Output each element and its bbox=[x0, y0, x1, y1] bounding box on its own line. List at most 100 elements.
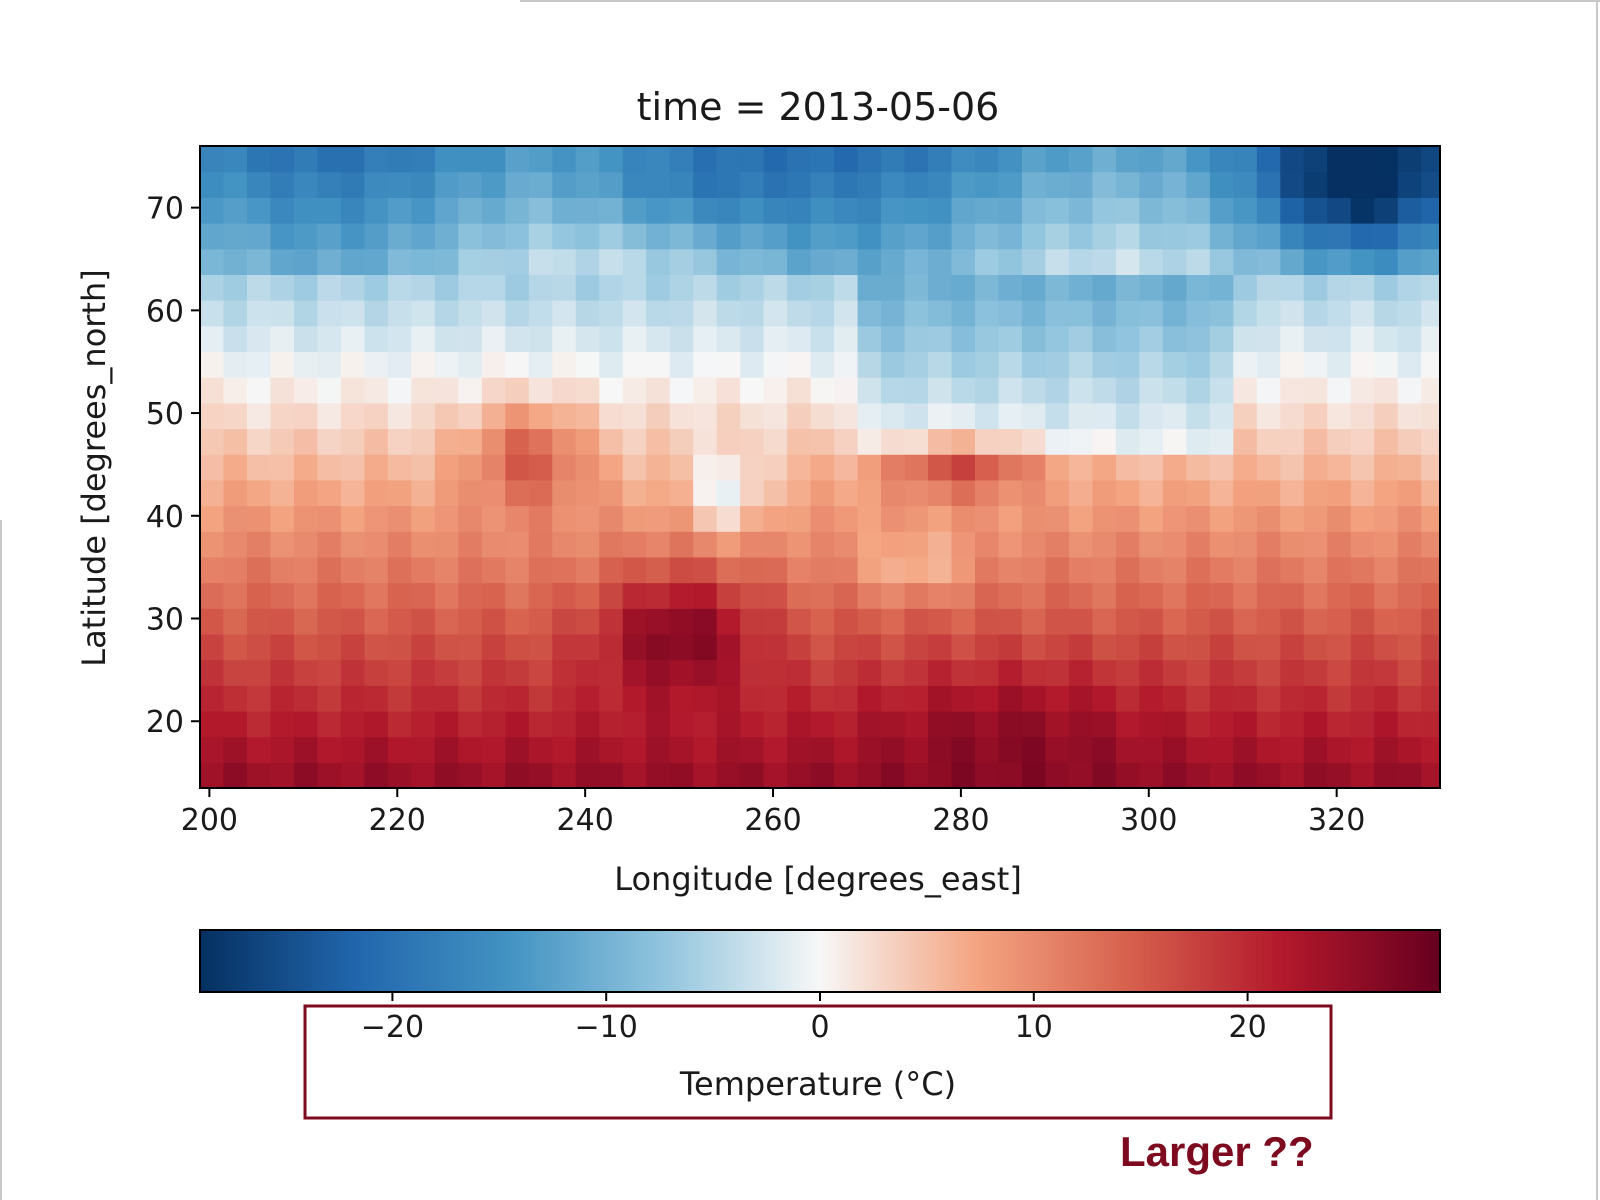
heatmap-cell bbox=[1209, 325, 1234, 353]
heatmap-cell bbox=[857, 351, 882, 378]
heatmap-cell bbox=[1256, 582, 1281, 609]
heatmap-cell bbox=[293, 685, 319, 712]
heatmap-cell bbox=[1256, 197, 1281, 224]
heatmap-cell bbox=[1397, 531, 1422, 558]
heatmap-cell bbox=[646, 300, 671, 327]
heatmap-cell bbox=[1115, 377, 1140, 404]
heatmap-cell bbox=[528, 300, 553, 327]
heatmap-cell bbox=[1186, 377, 1211, 404]
heatmap-cell bbox=[1280, 223, 1305, 250]
heatmap-cell bbox=[669, 171, 694, 198]
heatmap-cell bbox=[200, 325, 225, 353]
heatmap-cell bbox=[1021, 223, 1047, 250]
heatmap-cell bbox=[693, 582, 718, 609]
heatmap-cell bbox=[646, 274, 671, 301]
heatmap-cell bbox=[669, 428, 694, 455]
heatmap-cell bbox=[740, 608, 765, 635]
heatmap-cell bbox=[552, 454, 577, 481]
heatmap-cell bbox=[998, 685, 1023, 712]
heatmap-cell bbox=[716, 736, 741, 763]
heatmap-cell bbox=[622, 223, 647, 250]
heatmap-cell bbox=[1021, 300, 1047, 327]
heatmap-cell bbox=[458, 300, 483, 327]
heatmap-cell bbox=[1092, 146, 1117, 173]
heatmap-cell bbox=[881, 582, 906, 609]
heatmap-cell bbox=[458, 762, 483, 789]
heatmap-cell bbox=[646, 171, 671, 198]
heatmap-cell bbox=[434, 531, 459, 558]
heatmap-cell bbox=[340, 762, 365, 789]
heatmap-cell bbox=[904, 531, 929, 558]
heatmap-cell bbox=[270, 633, 295, 661]
heatmap-cell bbox=[1209, 351, 1234, 378]
heatmap-cell bbox=[669, 454, 694, 481]
heatmap-cell bbox=[411, 479, 436, 507]
heatmap-cell bbox=[1162, 351, 1187, 378]
heatmap-cell bbox=[1162, 736, 1187, 763]
heatmap-cell bbox=[434, 146, 459, 173]
heatmap-cell bbox=[998, 428, 1023, 455]
heatmap-cell bbox=[763, 300, 788, 327]
heatmap-cell bbox=[293, 325, 319, 353]
heatmap-cell bbox=[693, 300, 718, 327]
heatmap-cell bbox=[716, 428, 741, 455]
heatmap-cell bbox=[1162, 197, 1187, 224]
heatmap-cell bbox=[951, 736, 976, 763]
heatmap-cell bbox=[1209, 762, 1234, 789]
heatmap-cell bbox=[669, 274, 694, 301]
heatmap-cell bbox=[646, 582, 671, 609]
heatmap-cell bbox=[998, 146, 1023, 173]
heatmap-cell bbox=[575, 274, 600, 301]
heatmap-cell bbox=[975, 197, 1000, 224]
heatmap-cell bbox=[552, 402, 577, 430]
heatmap-cell bbox=[434, 351, 459, 378]
heatmap-cell bbox=[270, 402, 295, 430]
heatmap-cell bbox=[1021, 710, 1047, 738]
heatmap-cell bbox=[317, 428, 342, 455]
heatmap-cell bbox=[1139, 710, 1164, 738]
heatmap-cell bbox=[787, 633, 812, 661]
heatmap-cell bbox=[246, 454, 272, 481]
heatmap-cell bbox=[481, 556, 506, 584]
heatmap-cell bbox=[693, 710, 718, 738]
heatmap-cell bbox=[1068, 351, 1094, 378]
heatmap-cell bbox=[270, 454, 295, 481]
heatmap-cell bbox=[411, 608, 436, 635]
heatmap-cell bbox=[740, 248, 765, 275]
heatmap-cell bbox=[246, 146, 272, 173]
heatmap-cell bbox=[951, 633, 976, 661]
heatmap-cell bbox=[834, 556, 859, 584]
heatmap-cell bbox=[810, 710, 835, 738]
heatmap-cell bbox=[646, 325, 671, 353]
heatmap-cell bbox=[1350, 223, 1375, 250]
heatmap-cell bbox=[787, 659, 812, 686]
heatmap-cell bbox=[763, 608, 788, 635]
heatmap-cell bbox=[1115, 300, 1140, 327]
heatmap-cell bbox=[622, 402, 647, 430]
heatmap-cell bbox=[951, 582, 976, 609]
heatmap-cell bbox=[552, 377, 577, 404]
heatmap-cell bbox=[246, 633, 272, 661]
x-tick-label: 320 bbox=[1308, 803, 1365, 838]
heatmap-cell bbox=[857, 146, 882, 173]
heatmap-cell bbox=[1186, 351, 1211, 378]
heatmap-cell bbox=[599, 582, 624, 609]
heatmap-cell bbox=[599, 325, 624, 353]
heatmap-cell bbox=[693, 556, 718, 584]
heatmap-cell bbox=[223, 479, 248, 507]
heatmap-cell bbox=[1421, 146, 1441, 173]
heatmap-cell bbox=[552, 479, 577, 507]
heatmap-cell bbox=[1397, 274, 1422, 301]
colorbar-tick-label: −10 bbox=[575, 1010, 638, 1045]
heatmap-cell bbox=[1139, 531, 1164, 558]
heatmap-cell bbox=[1303, 582, 1328, 609]
heatmap-cell bbox=[669, 146, 694, 173]
heatmap-cell bbox=[1233, 531, 1258, 558]
heatmap-cell bbox=[740, 505, 765, 532]
heatmap-cell bbox=[481, 479, 506, 507]
heatmap-cell bbox=[552, 762, 577, 789]
heatmap-cell bbox=[434, 428, 459, 455]
heatmap-cell bbox=[716, 531, 741, 558]
heatmap-cell bbox=[223, 685, 248, 712]
heatmap-cell bbox=[1374, 300, 1399, 327]
